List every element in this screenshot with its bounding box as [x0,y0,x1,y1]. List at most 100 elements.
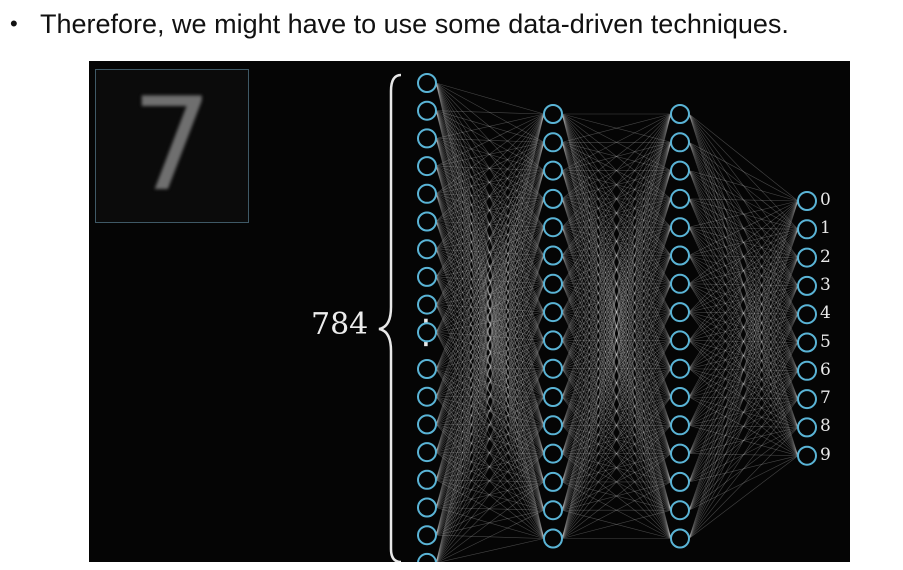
connection-line [561,113,672,511]
connection-line [561,481,672,511]
hidden1-neuron [543,330,563,351]
connection-line [435,255,545,562]
connection-line [435,396,545,426]
connection-line [435,332,545,483]
connection-line [688,142,799,371]
connection-line [561,142,672,313]
connection-line [435,311,545,480]
connection-line [435,142,545,278]
connection-line [561,340,672,539]
output-neuron [797,360,817,381]
connection-line [561,113,672,426]
connection-line [561,509,672,539]
connection-line [435,283,545,508]
connection-line [688,142,799,315]
connection-line [435,396,545,425]
connection-line [561,340,672,398]
connection-line [688,283,799,287]
output-neuron [797,304,817,325]
connection-line [435,82,545,539]
connection-line [561,227,672,511]
connection-line [561,283,672,398]
connection-line [688,427,799,511]
connection-line [561,255,672,511]
connection-line [435,276,545,398]
connection-line [561,198,672,341]
output-label: 0 [820,190,831,210]
connection-line [435,227,545,480]
connection-line [561,113,672,256]
connection-line [435,165,545,426]
connection-line [688,227,799,456]
connection-line [561,311,672,426]
connection-line [688,113,799,315]
connection-line [688,340,799,456]
connection-line [561,311,672,539]
connection-line [561,170,672,511]
connection-line [561,198,672,511]
connection-line [436,283,545,562]
connection-line [561,425,672,511]
connection-line [561,340,672,539]
connection-line [435,82,545,313]
connection-line [435,340,545,425]
connection-line [561,340,672,454]
connection-line [561,283,672,341]
connection-line [561,255,672,426]
hidden1-neuron [543,415,563,436]
connection-line [561,368,672,454]
connection-line [561,311,672,369]
connection-line [688,227,799,428]
connection-line [561,368,672,539]
connection-line [688,368,799,456]
connection-line [435,193,545,454]
connection-line [435,221,545,511]
connection-line [435,304,545,369]
connection-line [561,255,672,454]
connection-line [435,110,545,482]
connection-line [435,142,545,453]
input-neuron [417,73,437,93]
connection-line [688,398,799,426]
connection-line [435,166,545,539]
connection-line [435,198,545,480]
connection-line [561,170,672,454]
connection-line [435,142,545,305]
connection-line [435,198,545,333]
connection-line [435,110,545,228]
connection-line [435,221,545,369]
input-neuron [417,386,437,407]
connection-line [435,248,545,285]
connection-line [688,285,799,369]
connection-line [688,285,799,539]
connection-line [561,170,672,228]
output-label: 8 [820,416,831,437]
connection-line [435,227,545,453]
connection-line [435,227,545,425]
connection-line [561,255,672,426]
connection-line [561,340,672,369]
connection-line [435,340,545,508]
connection-line [435,138,545,171]
connection-line [688,311,799,428]
connection-line [435,110,545,369]
connection-line [435,142,545,562]
hidden2-neuron [670,132,690,153]
connection-line [561,255,672,285]
connection-line [435,198,545,278]
connection-line [561,283,672,511]
input-neuron [417,239,437,260]
connection-line [688,113,799,230]
digit-glyph: 7 [131,71,213,220]
connection-line [561,170,672,228]
connection-line [561,311,672,341]
hidden1-neuron [543,273,563,294]
connection-line [561,113,672,511]
connection-line [561,283,672,483]
connection-line [435,227,545,508]
connection-line [435,82,545,426]
connection-line [435,332,545,511]
connection-line [561,255,672,369]
connection-line [561,283,672,454]
connection-line [435,311,545,425]
